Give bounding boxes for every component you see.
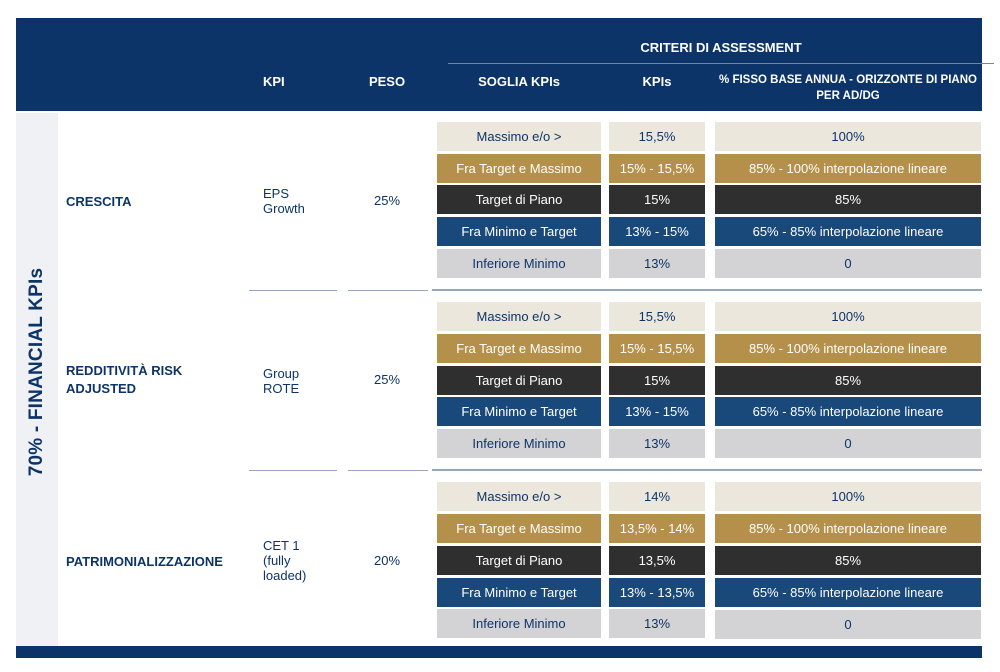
kpi-name: EPS Growth — [263, 186, 305, 216]
fisso-cell: 85% — [715, 185, 981, 214]
soglia-cell: Massimo e/o > — [437, 122, 601, 151]
kpi-cell: 15,5% — [609, 122, 705, 151]
soglia-cell: Massimo e/o > — [437, 302, 601, 331]
soglia-cell: Fra Minimo e Target — [437, 217, 601, 246]
criterion-name: CRESCITA — [66, 194, 132, 209]
fisso-cell: 100% — [715, 482, 981, 511]
kpi-separator — [249, 290, 337, 291]
fisso-cell: 100% — [715, 302, 981, 331]
peso-value: 25% — [373, 372, 401, 387]
fisso-cell: 65% - 85% interpolazione lineare — [715, 578, 981, 607]
kpi-cell: 13% - 15% — [609, 217, 705, 246]
kpi-cell: 15% - 15,5% — [609, 154, 705, 183]
footer-bar — [16, 646, 982, 658]
kpi-cell: 15,5% — [609, 302, 705, 331]
header-soglia: SOGLIA KPIs — [478, 74, 560, 89]
peso-separator — [348, 470, 428, 471]
soglia-cell: Target di Piano — [437, 185, 601, 214]
fisso-cell: 85% — [715, 546, 981, 575]
fisso-cell: 85% - 100% interpolazione lineare — [715, 154, 981, 183]
fisso-cell: 0 — [715, 429, 981, 458]
criteria-title: CRITERI DI ASSESSMENT — [640, 40, 802, 55]
soglia-cell: Inferiore Minimo — [437, 429, 601, 458]
header-fisso-line1: % FISSO BASE ANNUA - ORIZZONTE DI PIANO — [719, 74, 977, 86]
soglia-cell: Massimo e/o > — [437, 482, 601, 511]
group-separator — [432, 289, 982, 291]
fisso-cell: 65% - 85% interpolazione lineare — [715, 217, 981, 246]
kpi-cell: 14% — [609, 482, 705, 511]
soglia-cell: Fra Minimo e Target — [437, 578, 601, 607]
kpi-cell: 15% — [609, 185, 705, 214]
soglia-cell: Inferiore Minimo — [437, 249, 601, 278]
financial-kpis-label: 70% - FINANCIAL KPIs — [26, 267, 47, 477]
header-fisso-line2: PER AD/DG — [816, 90, 880, 102]
fisso-cell: 0 — [715, 610, 981, 639]
criterion-name: PATRIMONIALIZZAZIONE — [66, 554, 223, 569]
header-kpi: KPI — [263, 74, 285, 89]
table-header: CRITERI DI ASSESSMENT KPI PESO SOGLIA KP… — [16, 18, 994, 111]
kpi-name: Group ROTE — [263, 366, 300, 396]
criterion-name: REDDITIVITÀ RISK ADJUSTED — [66, 363, 183, 396]
kpi-name: CET 1 (fully loaded) — [263, 538, 307, 583]
criteria-divider — [448, 63, 994, 64]
fisso-cell: 85% - 100% interpolazione lineare — [715, 334, 981, 363]
kpi-separator — [249, 470, 337, 471]
header-peso: PESO — [368, 74, 406, 89]
kpi-cell: 15% — [609, 366, 705, 395]
peso-value: 25% — [373, 193, 401, 208]
soglia-cell: Inferiore Minimo — [437, 609, 601, 638]
soglia-cell: Fra Target e Massimo — [437, 514, 601, 543]
peso-value: 20% — [373, 553, 401, 568]
soglia-cell: Target di Piano — [437, 366, 601, 395]
fisso-cell: 0 — [715, 249, 981, 278]
fisso-cell: 85% - 100% interpolazione lineare — [715, 514, 981, 543]
fisso-cell: 65% - 85% interpolazione lineare — [715, 397, 981, 426]
header-fisso: % FISSO BASE ANNUA - ORIZZONTE DI PIANO … — [715, 72, 981, 104]
kpi-cell: 15% - 15,5% — [609, 334, 705, 363]
kpi-cell: 13,5% — [609, 546, 705, 575]
kpi-cell: 13% - 13,5% — [609, 578, 705, 607]
soglia-cell: Fra Target e Massimo — [437, 334, 601, 363]
kpi-cell: 13% — [609, 609, 705, 638]
soglia-cell: Target di Piano — [437, 546, 601, 575]
peso-separator — [348, 290, 428, 291]
fisso-cell: 100% — [715, 122, 981, 151]
header-kpis: KPIs — [642, 74, 672, 89]
kpi-cell: 13% — [609, 429, 705, 458]
soglia-cell: Fra Minimo e Target — [437, 397, 601, 426]
group-separator — [432, 469, 982, 471]
kpi-cell: 13,5% - 14% — [609, 514, 705, 543]
kpi-cell: 13% — [609, 249, 705, 278]
fisso-cell: 85% — [715, 366, 981, 395]
kpi-cell: 13% - 15% — [609, 397, 705, 426]
side-panel — [16, 113, 58, 653]
soglia-cell: Fra Target e Massimo — [437, 154, 601, 183]
